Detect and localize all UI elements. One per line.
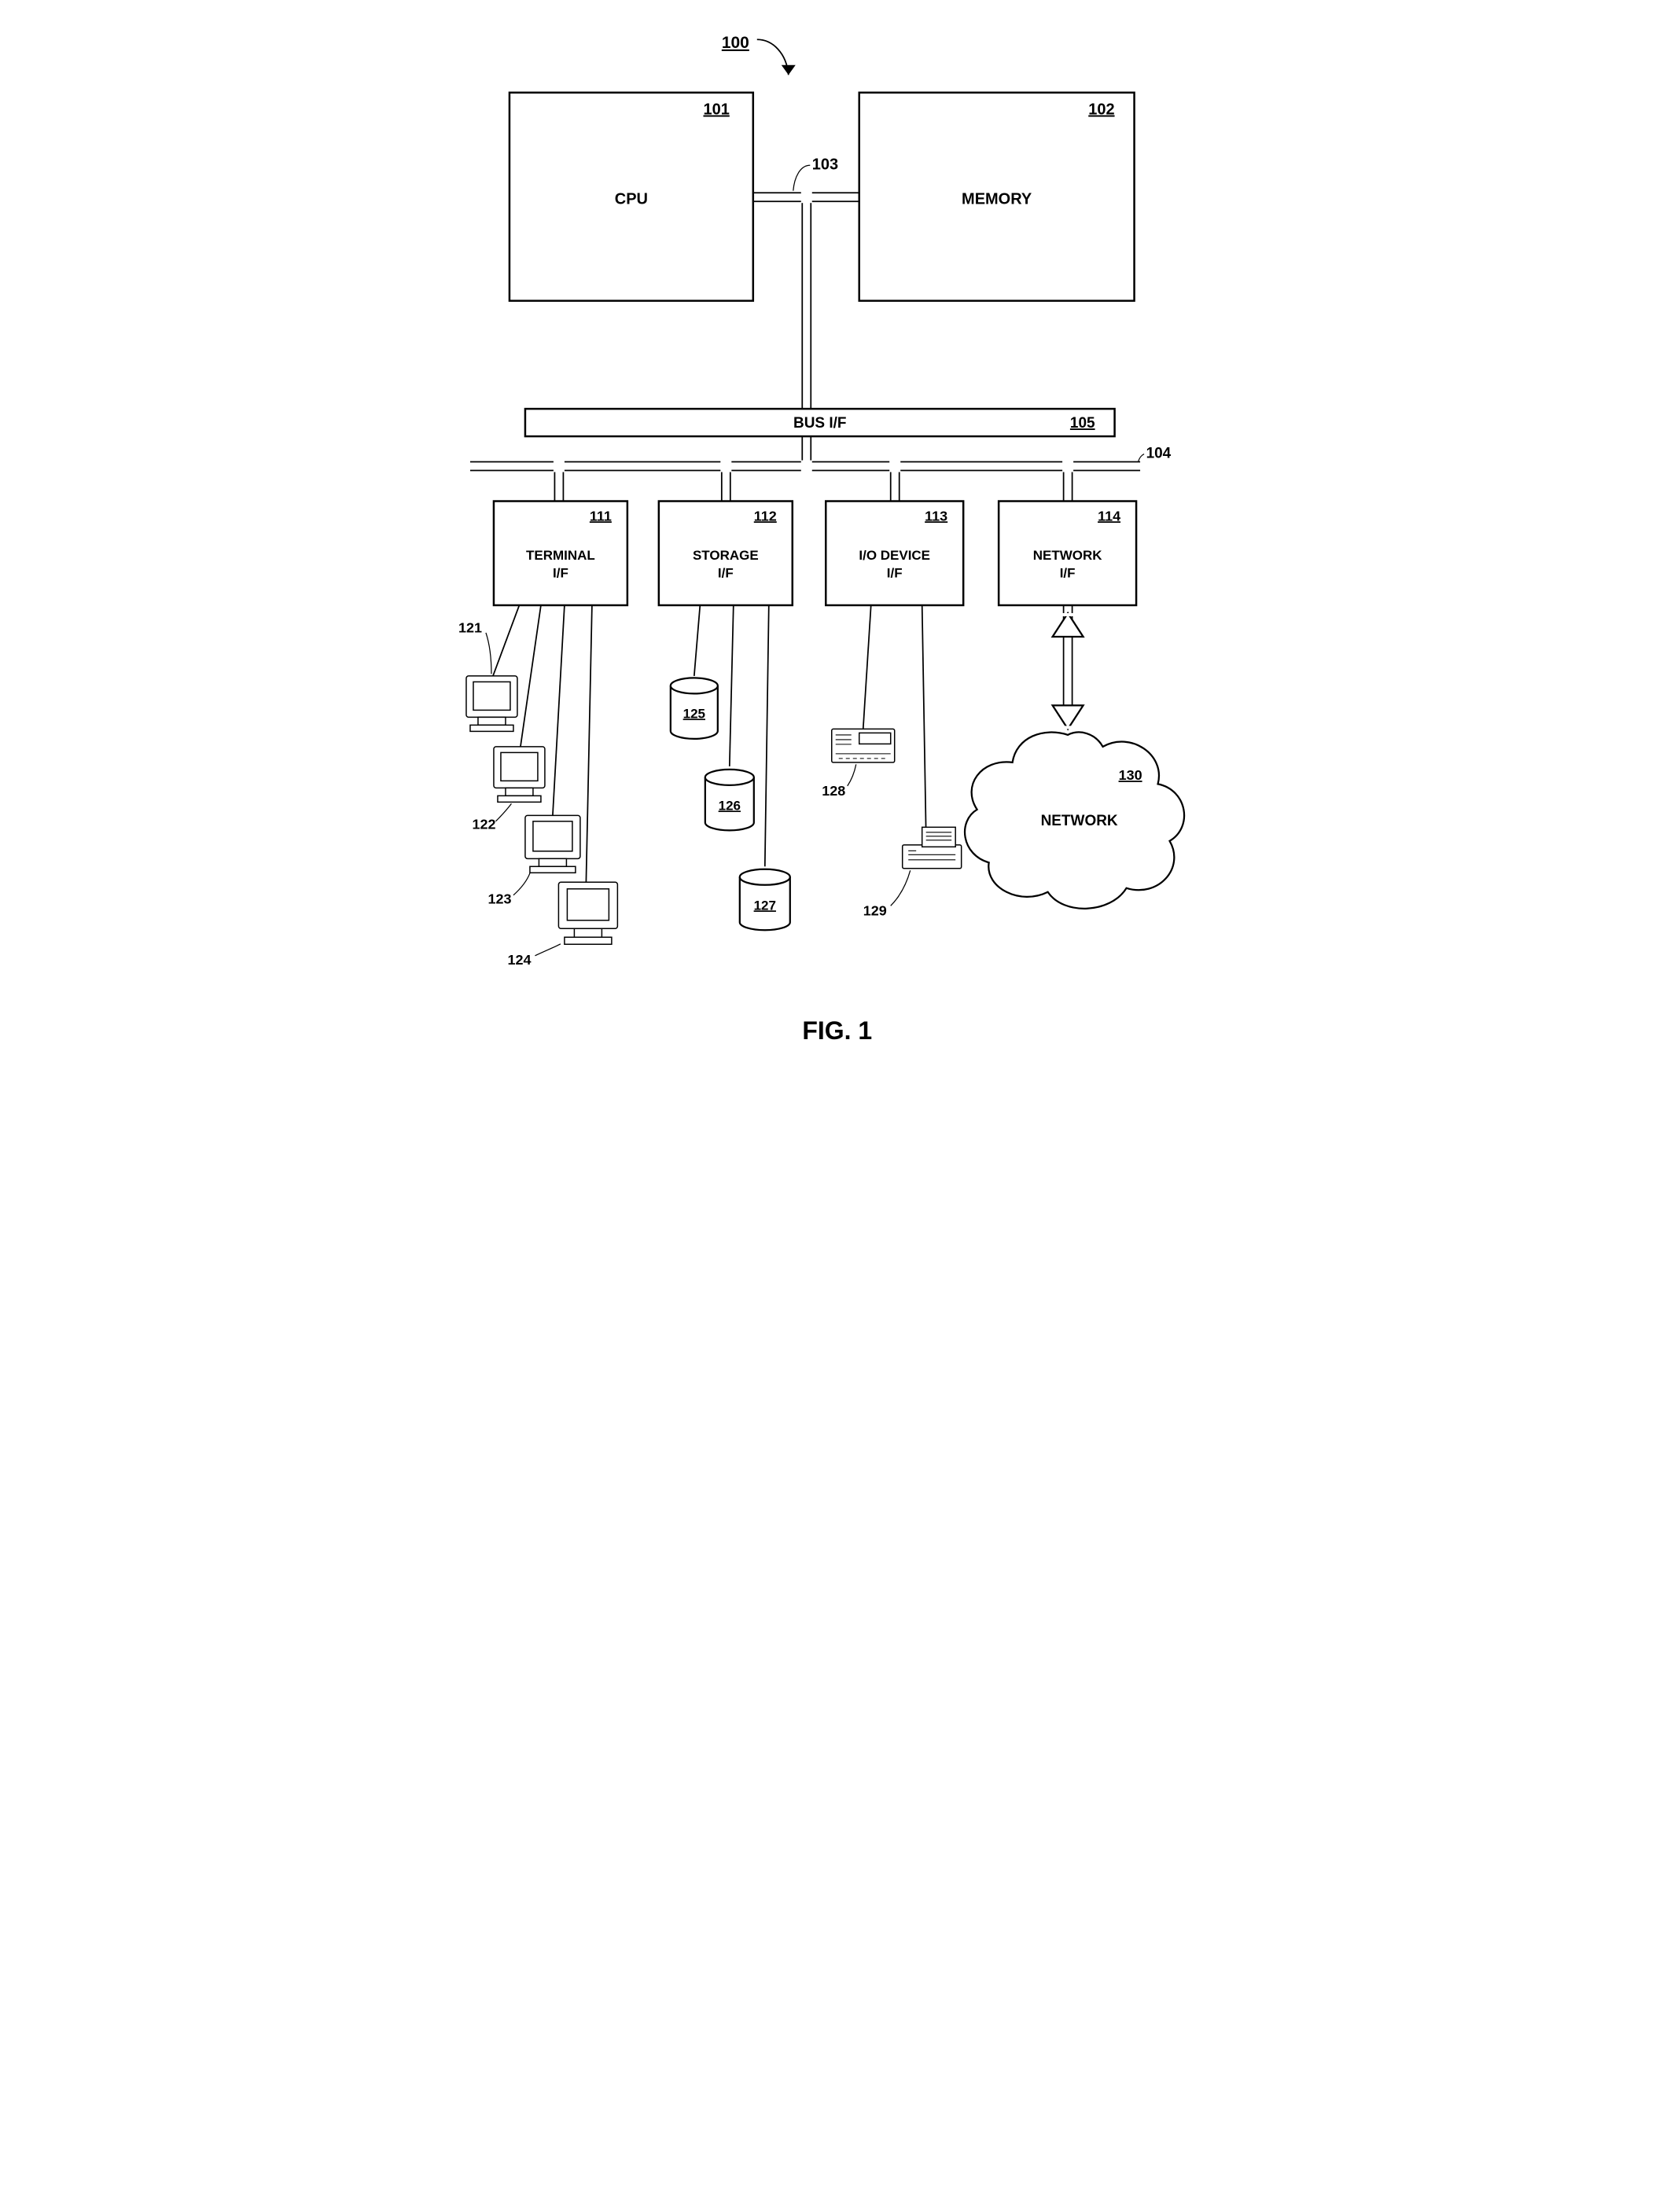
network-if-ref: 114 xyxy=(1098,508,1120,524)
terminal-if-ref: 111 xyxy=(589,508,611,524)
bus-cross-mask xyxy=(800,191,811,203)
network-cloud-label: NETWORK xyxy=(1040,813,1117,829)
storage-line-3 xyxy=(764,605,768,866)
storage-1-ref: 125 xyxy=(682,706,705,721)
memory-label: MEMORY xyxy=(962,190,1032,208)
io-device-1-icon xyxy=(831,729,894,762)
terminal-1-ref: 121 xyxy=(458,620,481,636)
storage-cylinder-2: 126 xyxy=(705,770,753,830)
memory-ref: 102 xyxy=(1088,101,1114,119)
storage-line-1 xyxy=(694,605,699,676)
upper-bus-leader xyxy=(793,165,809,190)
terminal-4-ref: 124 xyxy=(507,952,531,968)
storage-cylinder-1: 125 xyxy=(670,678,717,738)
lower-bus-ref: 104 xyxy=(1146,446,1171,462)
io-device-1-ref: 128 xyxy=(822,783,845,799)
storage-2-ref: 126 xyxy=(718,798,740,813)
lower-bus-leader xyxy=(1138,454,1143,462)
iodevice-if-label2: I/F xyxy=(886,565,902,580)
network-arrow-up xyxy=(1052,613,1083,637)
terminal-monitor-3 xyxy=(524,815,579,873)
cpu-ref: 101 xyxy=(703,101,729,119)
terminal-monitor-4 xyxy=(558,882,617,944)
diagram-canvas: 100 101 CPU 102 MEMORY 103 BUS I/F 105 1… xyxy=(419,0,1256,1106)
storage-if-ref: 112 xyxy=(753,508,776,524)
iodevice-if-ref: 113 xyxy=(925,508,947,524)
iodevice-if-label1: I/O DEVICE xyxy=(859,548,930,563)
io-line-1 xyxy=(863,605,870,729)
io-line-2 xyxy=(922,605,925,833)
storage-line-2 xyxy=(729,605,733,766)
network-if-label2: I/F xyxy=(1059,565,1075,580)
storage-3-ref: 127 xyxy=(753,898,775,913)
network-cloud-ref: 130 xyxy=(1118,767,1142,783)
bus-if-ref: 105 xyxy=(1069,415,1095,432)
terminal-if-label1: TERMINAL xyxy=(526,548,595,563)
terminal-monitor-1 xyxy=(465,676,517,731)
system-reference-label: 100 xyxy=(721,34,749,52)
figure-caption: FIG. 1 xyxy=(802,1016,872,1045)
upper-bus-ref: 103 xyxy=(811,156,837,174)
storage-if-label2: I/F xyxy=(717,565,733,580)
network-arrow-down xyxy=(1052,705,1083,729)
system-ref-arrow-shaft xyxy=(756,39,788,75)
storage-cylinder-3: 127 xyxy=(739,869,789,930)
io-device-2-icon xyxy=(902,827,961,868)
storage-if-label1: STORAGE xyxy=(692,548,758,563)
terminal-2-ref: 122 xyxy=(472,817,495,832)
system-ref-arrowhead xyxy=(781,65,795,75)
busif-drop-mask xyxy=(800,461,811,472)
network-if-label1: NETWORK xyxy=(1032,548,1102,563)
terminal-if-label2: I/F xyxy=(553,565,568,580)
terminal-3-ref: 123 xyxy=(487,891,511,907)
terminal-monitor-2 xyxy=(493,747,544,802)
cpu-label: CPU xyxy=(614,190,647,208)
if-drops xyxy=(553,461,1072,502)
io-device-2-ref: 129 xyxy=(863,903,886,919)
bus-if-label: BUS I/F xyxy=(793,415,847,432)
